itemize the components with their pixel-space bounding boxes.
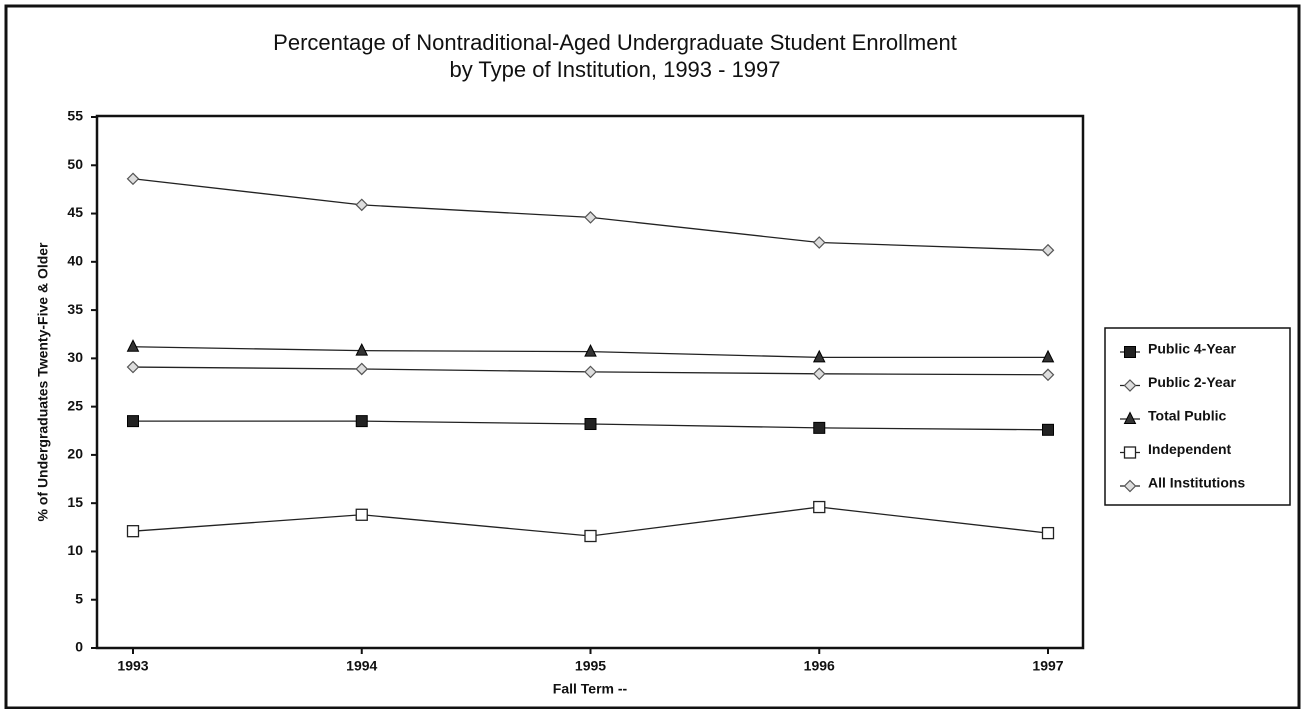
marker: [1041, 526, 1055, 540]
marker: [584, 529, 597, 543]
legend-label: Total Public: [1148, 408, 1227, 424]
marker: [126, 360, 140, 374]
marker: [812, 367, 826, 381]
plot-area: [95, 114, 1085, 650]
marker: [355, 198, 369, 212]
marker: [355, 508, 368, 521]
marker: [1123, 411, 1137, 424]
chart-title: Percentage of Nontraditional-Aged Underg…: [273, 30, 957, 55]
marker: [584, 343, 597, 357]
marker: [1123, 379, 1137, 392]
marker: [355, 343, 369, 356]
marker: [584, 365, 597, 379]
marker: [1041, 349, 1055, 363]
x-tick-label: 1994: [346, 658, 377, 674]
chart-subtitle: by Type of Institution, 1993 - 1997: [449, 57, 780, 82]
frame: [4, 4, 1301, 709]
legend-label: Public 2-Year: [1148, 374, 1236, 390]
marker: [127, 415, 139, 428]
marker: [126, 339, 140, 352]
y-tick-label: 15: [67, 494, 83, 510]
marker: [355, 362, 369, 376]
y-axis-label: % of Undergraduates Twenty-Five & Older: [35, 242, 51, 522]
marker: [1041, 243, 1055, 257]
marker: [1041, 368, 1055, 382]
marker: [813, 421, 826, 434]
legend-label: Public 4-Year: [1148, 341, 1236, 357]
marker: [812, 349, 826, 363]
x-tick-label: 1996: [804, 658, 835, 674]
marker: [584, 211, 597, 224]
marker: [1123, 479, 1137, 493]
y-tick-label: 45: [67, 204, 83, 220]
marker: [1123, 446, 1137, 459]
marker: [813, 500, 826, 514]
marker: [355, 415, 368, 428]
x-tick-label: 1997: [1032, 658, 1063, 674]
marker: [1042, 423, 1054, 436]
y-tick-label: 20: [67, 446, 83, 462]
y-tick-label: 0: [75, 639, 83, 655]
y-tick-label: 5: [75, 590, 83, 606]
marker: [126, 525, 140, 538]
y-tick-label: 40: [67, 253, 83, 269]
y-tick-label: 50: [67, 156, 83, 172]
y-tick-label: 10: [67, 542, 83, 558]
marker: [812, 236, 826, 249]
y-tick-label: 35: [67, 301, 83, 317]
marker: [1124, 346, 1136, 358]
x-tick-label: 1993: [117, 658, 148, 674]
x-axis-label: Fall Term --: [553, 681, 628, 697]
y-tick-label: 55: [67, 108, 83, 124]
legend: [1104, 327, 1291, 506]
y-tick-label: 25: [67, 397, 83, 413]
y-tick-label: 30: [67, 349, 83, 365]
marker: [126, 172, 140, 186]
marker: [584, 418, 597, 431]
legend-label: All Institutions: [1148, 475, 1245, 491]
legend-label: Independent: [1148, 441, 1232, 457]
x-tick-label: 1995: [575, 658, 606, 674]
